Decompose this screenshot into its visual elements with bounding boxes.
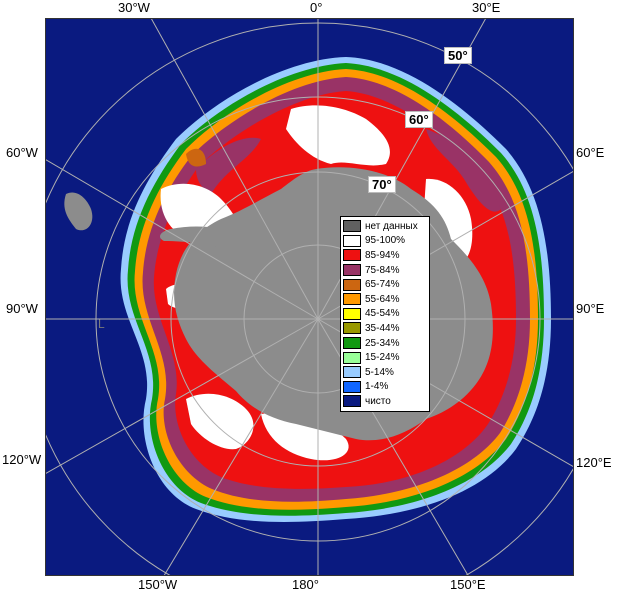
map-canvas bbox=[46, 19, 573, 575]
legend-swatch bbox=[343, 380, 361, 393]
meridian-30w bbox=[150, 19, 319, 320]
legend-item: нет данных bbox=[343, 219, 427, 234]
meridian-60w bbox=[46, 159, 319, 320]
legend-swatch bbox=[343, 249, 361, 262]
legend-label: 85-94% bbox=[365, 249, 400, 261]
legend-swatch bbox=[343, 278, 361, 291]
legend-swatch bbox=[343, 220, 361, 233]
ice-95-100-patch bbox=[261, 412, 349, 461]
longitude-label-150w: 150°W bbox=[138, 577, 178, 592]
ice-95-100-patch bbox=[424, 178, 473, 265]
legend-swatch bbox=[343, 293, 361, 306]
latitude-label-70: 70° bbox=[368, 176, 396, 193]
legend-item: 5-14% bbox=[343, 365, 427, 380]
longitude-label-60e: 60°E bbox=[576, 145, 605, 160]
sea-ice-map: L 50° 60° 70° bbox=[45, 18, 574, 576]
legend-swatch bbox=[343, 234, 361, 247]
legend-label: 25-34% bbox=[365, 337, 400, 349]
ice-95-100-patch bbox=[186, 393, 254, 450]
legend-swatch bbox=[343, 307, 361, 320]
legend-swatch bbox=[343, 337, 361, 350]
legend-item: 95-100% bbox=[343, 234, 427, 249]
legend-item: 25-34% bbox=[343, 336, 427, 351]
legend-label: 75-84% bbox=[365, 264, 400, 276]
legend-swatch bbox=[343, 395, 361, 408]
legend-item: 55-64% bbox=[343, 292, 427, 307]
longitude-label-120e: 120°E bbox=[576, 455, 612, 470]
ice-65-74-patch bbox=[186, 148, 206, 167]
legend-label: 5-14% bbox=[365, 366, 394, 378]
meridian-120w bbox=[46, 318, 319, 474]
legend-item: 65-74% bbox=[343, 277, 427, 292]
legend-item: 35-44% bbox=[343, 321, 427, 336]
latitude-label-50: 50° bbox=[444, 47, 472, 64]
meridian-150w bbox=[163, 318, 319, 575]
ice-75-84-patch bbox=[426, 129, 501, 212]
longitude-label-90e: 90°E bbox=[576, 301, 605, 316]
legend-label: 65-74% bbox=[365, 279, 400, 291]
no-data-speckle bbox=[64, 192, 93, 231]
legend-swatch bbox=[343, 322, 361, 335]
ice-75-84-patch bbox=[196, 137, 261, 194]
legend-swatch bbox=[343, 366, 361, 379]
ice-95-100-patch bbox=[286, 105, 390, 166]
longitude-label-90w: 90°W bbox=[6, 301, 38, 316]
legend-item: 15-24% bbox=[343, 350, 427, 365]
longitude-label-30e: 30°E bbox=[472, 0, 501, 15]
longitude-label-120w: 120°W bbox=[2, 452, 42, 467]
legend-swatch bbox=[343, 351, 361, 364]
legend-swatch bbox=[343, 264, 361, 277]
legend-item: 85-94% bbox=[343, 248, 427, 263]
longitude-label-60w: 60°W bbox=[6, 145, 38, 160]
longitude-label-0: 0° bbox=[310, 0, 323, 15]
concentration-legend: нет данных 95-100% 85-94% 75-84% 65-74% 55-64… bbox=[340, 216, 430, 412]
legend-label: чисто bbox=[365, 395, 391, 407]
legend-label: 45-54% bbox=[365, 308, 400, 320]
antarctic-peninsula bbox=[160, 226, 241, 251]
legend-item: чисто bbox=[343, 394, 427, 409]
longitude-label-30w: 30°W bbox=[118, 0, 150, 15]
legend-label: 1-4% bbox=[365, 381, 389, 393]
legend-label: 95-100% bbox=[365, 235, 406, 247]
legend-label: нет данных bbox=[365, 220, 418, 232]
legend-item: 75-84% bbox=[343, 263, 427, 278]
longitude-label-180: 180° bbox=[292, 577, 319, 592]
latitude-label-60: 60° bbox=[405, 111, 433, 128]
legend-item: 45-54% bbox=[343, 307, 427, 322]
legend-item: 1-4% bbox=[343, 380, 427, 395]
legend-label: 15-24% bbox=[365, 352, 400, 364]
map-marker-l: L bbox=[98, 317, 105, 331]
legend-label: 35-44% bbox=[365, 322, 400, 334]
longitude-label-150e: 150°E bbox=[450, 577, 486, 592]
legend-label: 55-64% bbox=[365, 293, 400, 305]
